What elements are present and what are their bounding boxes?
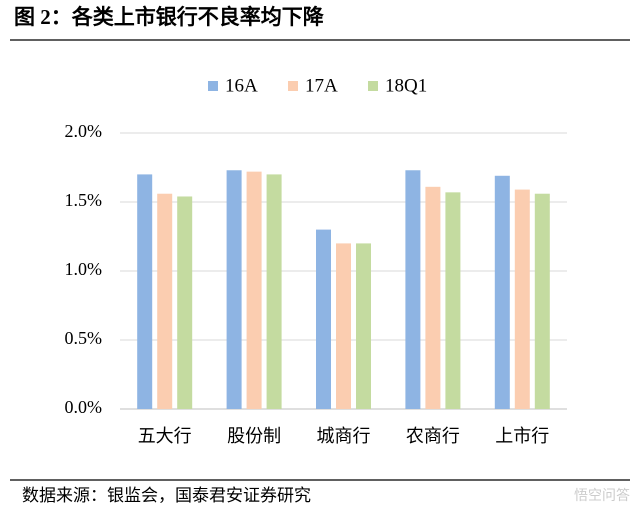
legend-swatch <box>368 81 378 91</box>
legend-label: 17A <box>305 75 338 96</box>
x-tick-label: 农商行 <box>406 426 460 446</box>
legend-label: 16A <box>225 75 258 96</box>
bar <box>445 192 461 409</box>
bar <box>336 243 351 409</box>
bar <box>137 174 153 409</box>
legend-swatch <box>288 81 298 91</box>
bar <box>266 174 282 409</box>
bar <box>316 229 331 409</box>
bar <box>226 170 242 409</box>
bar <box>425 186 441 409</box>
watermark: 悟空问答 <box>574 487 630 504</box>
y-tick-label: 2.0% <box>65 121 103 141</box>
legend-swatch <box>208 81 218 91</box>
bar <box>405 170 421 409</box>
x-tick-label: 上市行 <box>495 426 549 446</box>
bar <box>514 189 530 409</box>
y-tick-label: 1.5% <box>65 190 103 210</box>
bar <box>177 196 193 409</box>
bar <box>494 175 510 409</box>
bar <box>157 193 173 409</box>
x-tick-label: 城商行 <box>317 426 371 446</box>
legend-label: 18Q1 <box>385 75 427 96</box>
x-tick-label: 股份制 <box>227 426 281 446</box>
source-note: 数据来源：银监会，国泰君安证券研究 <box>22 486 311 505</box>
y-tick-label: 0.5% <box>65 328 103 348</box>
y-tick-label: 1.0% <box>65 259 103 279</box>
bar <box>246 171 262 409</box>
chart-title: 图 2：各类上市银行不良率均下降 <box>14 5 325 29</box>
y-tick-label: 0.0% <box>65 397 103 417</box>
x-tick-label: 五大行 <box>138 426 192 446</box>
bar <box>534 193 550 409</box>
bar <box>356 243 371 409</box>
